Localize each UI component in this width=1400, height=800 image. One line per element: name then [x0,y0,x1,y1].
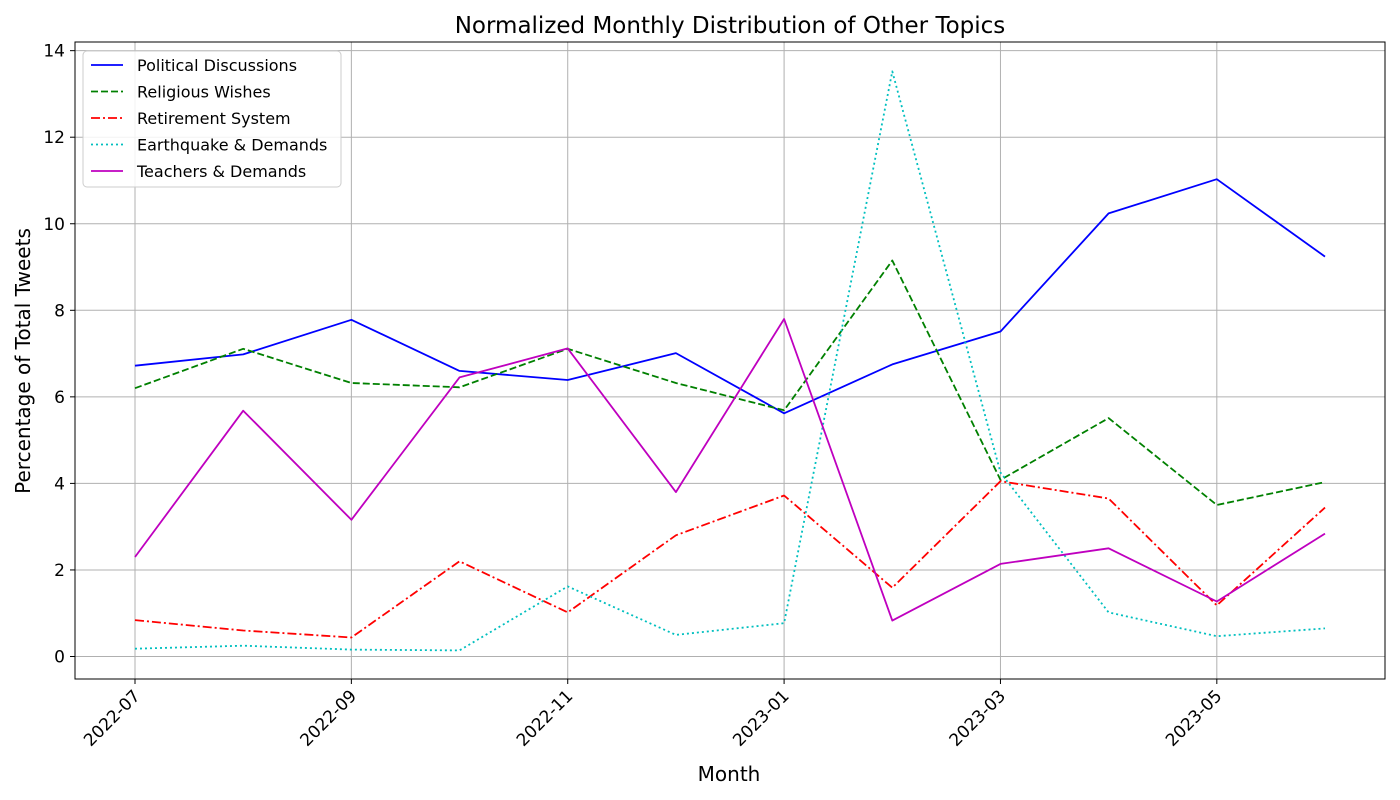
legend-label: Religious Wishes [137,83,271,102]
y-tick-label: 14 [43,42,65,62]
legend-box [82,50,342,188]
plot-frame [74,41,1386,680]
legend-label: Political Discussions [137,56,297,75]
series-line-political-discussions [134,178,1326,415]
y-tick-label: 4 [54,474,65,494]
y-tick-label: 8 [54,301,65,321]
y-tick-label: 10 [43,215,65,235]
y-tick-label: 6 [54,388,65,408]
x-tick-label: 2023-03 [946,686,1010,750]
legend-label: Teachers & Demands [136,162,306,181]
y-tick-label: 2 [54,561,65,581]
y-axis-ticks: 0 2 4 6 8 10 12 14 [43,42,75,667]
grid-lines [75,42,1385,679]
x-axis-ticks: 2022-07 2022-09 2022-11 2023-01 2023-03 2023-… [80,679,1226,751]
series-lines [134,70,1326,652]
y-axis-title: Percentage of Total Tweets [11,228,35,494]
series-line-retirement-system [134,480,1326,639]
legend: Political Discussions Religious Wishes Ret… [82,50,342,188]
series-line-earthquake-demands [134,70,1326,652]
legend-label: Earthquake & Demands [137,136,327,155]
legend-label: Retirement System [137,109,291,128]
x-tick-label: 2022-11 [513,686,577,750]
y-tick-label: 0 [54,647,65,667]
x-tick-label: 2022-09 [297,686,361,750]
x-tick-label: 2023-01 [729,686,793,750]
x-tick-label: 2022-07 [80,686,144,750]
series-line-teachers-demands [134,318,1326,622]
x-axis-title: Month [698,762,761,786]
chart-title: Normalized Monthly Distribution of Other… [455,13,1006,39]
series-line-religious-wishes [134,259,1326,506]
y-tick-label: 12 [43,128,65,148]
x-tick-label: 2023-05 [1162,686,1226,750]
